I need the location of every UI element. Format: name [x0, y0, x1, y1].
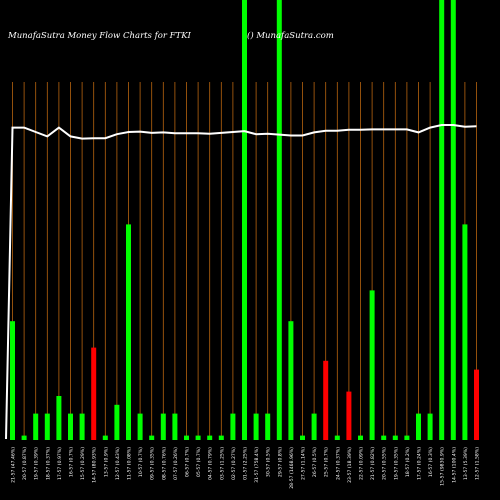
bar-40 — [474, 369, 479, 440]
x-tick-label-9: 12-57 (0.43%) — [115, 447, 121, 480]
x-tick-label-23: 29-57 (0.8%) — [277, 447, 283, 477]
x-tick-label-39: 13-57 (5.39%) — [463, 447, 469, 480]
x-tick-label-40: 12-57 (1.58%) — [475, 447, 481, 480]
bar-29 — [346, 391, 352, 440]
bar-15 — [184, 435, 189, 440]
bar-14 — [172, 413, 178, 440]
x-tick-label-3: 18-57 (0.37%) — [45, 447, 51, 480]
x-tick-label-28: 24-57 (0.37%) — [335, 447, 341, 480]
x-tick-label-11: 10-57 (0.7%) — [138, 447, 144, 477]
bar-0 — [10, 321, 15, 440]
x-tick-label-37: 15-57 (9830.9%) — [440, 447, 446, 486]
x-tick-label-19: 02-57 (0.27%) — [231, 447, 237, 480]
x-tick-label-1: 20-57 (0.87%) — [22, 447, 28, 480]
x-tick-label-38: 14-57 (100.4%) — [451, 447, 457, 483]
x-tick-label-33: 19-57 (0.35%) — [393, 447, 399, 480]
x-tick-label-32: 20-57 (0.55%) — [382, 447, 388, 480]
x-tick-label-0: 21-57 (47.46%) — [11, 447, 17, 483]
bar-28 — [334, 435, 340, 440]
bar-11 — [137, 413, 143, 440]
x-tick-label-8: 13-57 (0.9%) — [103, 447, 109, 477]
x-tick-label-14: 07-57 (0.26%) — [173, 447, 179, 480]
x-tick-label-7: 14-57 (80.93%) — [92, 447, 98, 483]
site-credit: () MunafaSutra.com — [247, 31, 334, 41]
x-tick-label-15: 06-57 (0.7%) — [185, 447, 191, 477]
bar-25 — [300, 435, 305, 440]
bar-30 — [358, 435, 363, 440]
bar-4 — [56, 396, 62, 440]
x-tick-label-4: 17-57 (0.97%) — [57, 447, 63, 480]
x-tick-label-10: 11-57 (0.08%) — [127, 447, 133, 480]
bar-38 — [450, 0, 456, 440]
bar-13 — [160, 413, 166, 440]
bar-18 — [218, 435, 224, 440]
x-tick-label-24: 28-57 (1468.96%) — [289, 447, 295, 489]
x-tick-label-20: 01-57 (2.25%) — [243, 447, 249, 480]
x-tick-label-30: 22-57 (0.09%) — [359, 447, 365, 480]
bar-21 — [253, 413, 259, 440]
bar-2 — [33, 413, 39, 440]
bar-27 — [323, 360, 329, 440]
money-flow-line — [5, 124, 477, 440]
x-tick-label-12: 09-57 (0.35%) — [150, 447, 156, 480]
x-tick-label-27: 25-57 (0.7%) — [324, 447, 330, 477]
bar-26 — [311, 413, 317, 440]
bar-5 — [68, 413, 73, 440]
bar-1 — [21, 435, 27, 440]
bar-23 — [276, 0, 282, 440]
bar-17 — [207, 435, 213, 440]
bar-6 — [79, 413, 85, 440]
bar-31 — [369, 290, 375, 440]
bar-35 — [416, 413, 421, 440]
chart-title: MunafaSutra Money Flow Charts for FTKI — [8, 31, 191, 41]
bar-3 — [44, 413, 50, 440]
bar-19 — [230, 413, 236, 440]
x-tick-label-29: 23-57 (18.39%) — [347, 447, 353, 483]
bar-16 — [195, 435, 201, 440]
x-tick-label-13: 08-57 (0.76%) — [161, 447, 167, 480]
bar-12 — [149, 435, 155, 440]
bar-9 — [114, 404, 120, 440]
bar-series — [10, 0, 479, 440]
bar-24 — [288, 321, 294, 440]
bar-10 — [126, 224, 131, 440]
bar-7 — [91, 347, 97, 440]
bar-32 — [381, 435, 387, 440]
bar-22 — [265, 413, 271, 440]
x-tick-label-5: 16-57 (0.7%) — [69, 447, 75, 477]
x-tick-label-34: 18-57 (0.2%) — [405, 447, 411, 477]
x-tick-label-35: 17-57 (0.24%) — [417, 447, 423, 480]
bar-39 — [462, 224, 468, 440]
x-tick-label-31: 21-57 (0.82%) — [370, 447, 376, 480]
x-tick-labels: 21-57 (47.46%) 20-57 (0.87%) 19-57 (0.39%)… — [11, 447, 481, 489]
x-tick-label-25: 27-57 (1.14%) — [301, 447, 307, 480]
bar-8 — [102, 435, 108, 440]
x-tick-label-26: 26-57 (0.5%) — [312, 447, 318, 477]
bar-36 — [427, 413, 433, 440]
bar-37 — [439, 0, 445, 440]
bar-34 — [404, 435, 410, 440]
x-tick-label-17: 04-57 (0.79%) — [208, 447, 214, 480]
x-tick-label-16: 05-57 (0.7%) — [196, 447, 202, 477]
x-tick-label-6: 15-57 (0.29%) — [80, 447, 86, 480]
x-tick-label-21: 31-57 (758.4%) — [254, 447, 260, 483]
x-tick-label-36: 16-57 (0.3%) — [428, 447, 434, 477]
x-tick-label-18: 03-57 (1.25%) — [219, 447, 225, 480]
x-tick-label-22: 30-57 (0.5%) — [266, 447, 272, 477]
bar-20 — [242, 0, 247, 440]
x-tick-label-2: 19-57 (0.39%) — [34, 447, 40, 480]
bar-33 — [392, 435, 398, 440]
